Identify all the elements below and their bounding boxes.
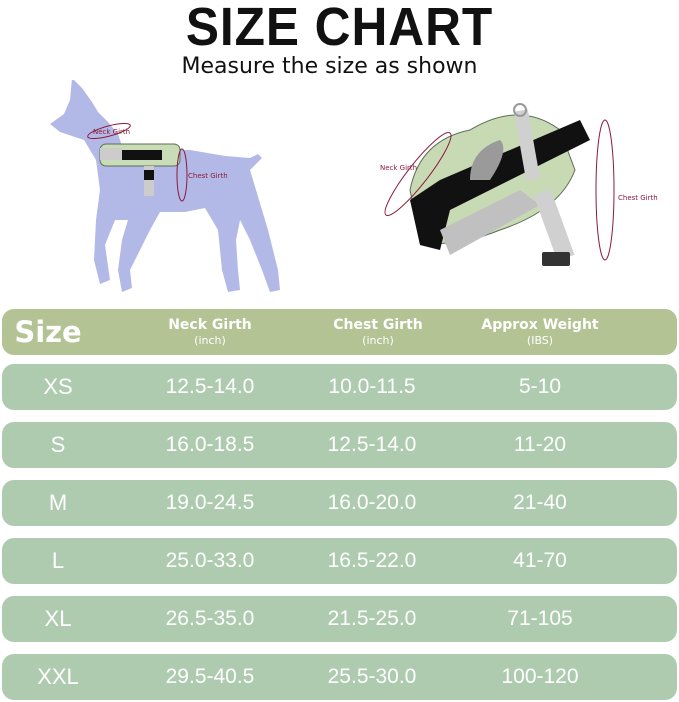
dog-chest-girth-label: Chest Girth [188,172,228,180]
cell-chest-girth: 10.0-11.5 [328,375,416,398]
cell-size: XS [43,374,73,399]
header-neck-girth-label: Neck Girth [168,317,252,333]
page-title: SIZE CHART [185,0,494,57]
cell-size: M [48,490,68,515]
cell-size: S [50,432,66,457]
subtitle: Measure the size as shown [181,54,478,79]
harness-chest-girth-label: Chest Girth [618,194,658,202]
cell-approx-weight: 11-20 [513,433,567,456]
harness-product [409,103,590,266]
dog-neck-measure-loop [87,123,131,139]
measurement-diagram: Neck Girth Chest Girth Neck Girth Chest … [50,80,658,292]
dog-silhouette [50,80,280,292]
header-size: Size [14,315,82,349]
cell-chest-girth: 16.5-22.0 [327,549,417,572]
cell-approx-weight: 5-10 [518,375,562,398]
cell-neck-girth: 19.0-24.5 [165,491,255,514]
header-approx-weight-unit: (IBS) [526,334,554,347]
header-neck-girth-unit: (inch) [194,334,226,347]
cell-size: XL [44,606,72,631]
dog-chest-measure-loop [176,148,188,202]
cell-chest-girth: 25.5-30.0 [327,665,417,688]
cell-size: L [51,548,65,573]
cell-neck-girth: 12.5-14.0 [165,375,255,398]
harness-neck-girth-label: Neck Girth [380,164,417,172]
cell-chest-girth: 21.5-25.0 [327,607,417,630]
header-chest-girth: Chest Girth (inch) [333,309,423,355]
size-row: L 25.0-33.0 16.5-22.0 41-70 [2,538,677,584]
cell-neck-girth: 29.5-40.5 [165,665,255,688]
cell-size: XXL [37,664,79,689]
harness-chest-measure-loop [595,119,615,261]
header-neck-girth: Neck Girth (inch) [168,309,252,355]
cell-neck-girth: 25.0-33.0 [165,549,255,572]
size-row: XXL 29.5-40.5 25.5-30.0 100-120 [2,654,677,700]
cell-chest-girth: 16.0-20.0 [327,491,417,514]
cell-neck-girth: 26.5-35.0 [165,607,255,630]
size-row: M 19.0-24.5 16.0-20.0 21-40 [2,480,677,526]
dog-neck-girth-label: Neck Girth [93,128,130,136]
size-row: XL 26.5-35.0 21.5-25.0 71-105 [2,596,677,642]
cell-chest-girth: 12.5-14.0 [327,433,417,456]
cell-approx-weight: 41-70 [513,549,567,572]
size-table-header: Size Neck Girth (inch) Chest Girth (inch… [2,309,677,355]
dog-harness [99,143,181,196]
cell-neck-girth: 16.0-18.5 [165,433,255,456]
header-approx-weight: Approx Weight (IBS) [481,309,598,355]
header-chest-girth-label: Chest Girth [333,317,423,333]
header-approx-weight-label: Approx Weight [481,317,599,333]
cell-approx-weight: 21-40 [513,491,567,514]
cell-approx-weight: 71-105 [507,607,573,630]
size-row: S 16.0-18.5 12.5-14.0 11-20 [2,422,677,468]
header-chest-girth-unit: (inch) [362,334,394,347]
harness-neck-measure-loop [384,132,452,216]
cell-approx-weight: 100-120 [501,665,579,688]
size-row: XS 12.5-14.0 10.0-11.5 5-10 [2,364,677,410]
